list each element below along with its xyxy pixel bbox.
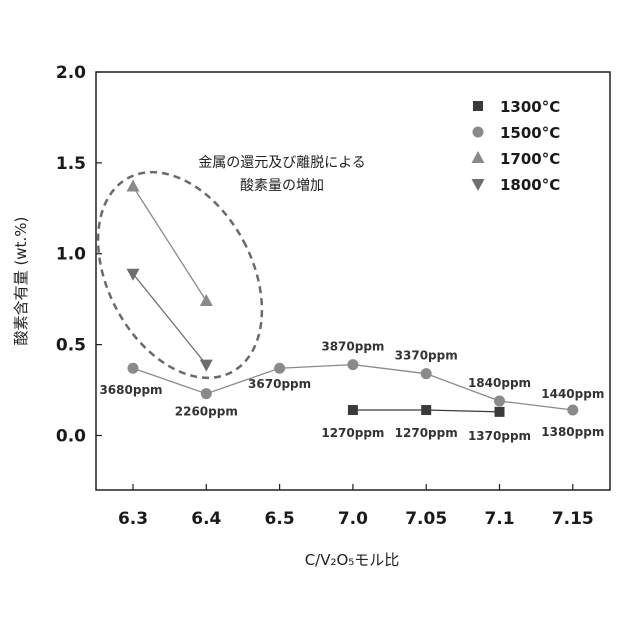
annotation-line-2: 酸素量の増加	[240, 178, 324, 194]
x-tick-label: 7.15	[552, 509, 594, 529]
x-tick-label: 6.4	[191, 509, 221, 529]
data-label: 1840ppm	[468, 376, 531, 390]
series-line	[133, 274, 206, 365]
data-label: 3670ppm	[248, 377, 311, 391]
x-axis-label: C/V₂O₅モル比	[305, 551, 400, 569]
legend-label: 1500°C	[500, 124, 560, 142]
x-tick-label: 7.05	[405, 509, 447, 529]
y-tick-label: 1.0	[56, 245, 86, 265]
data-label: 1270ppm	[395, 426, 458, 440]
legend-marker	[472, 151, 485, 163]
data-point	[421, 368, 432, 379]
data-point	[494, 395, 505, 406]
y-axis-label: 酸素含有量 (wt.%)	[12, 217, 30, 346]
data-label: 2260ppm	[175, 405, 238, 419]
data-label: 1270ppm	[321, 426, 384, 440]
annotation-line-1: 金属の還元及び離脱による	[198, 154, 366, 171]
data-point	[201, 388, 212, 399]
x-tick-label: 6.3	[118, 509, 148, 529]
y-tick-label: 1.5	[56, 154, 86, 174]
data-labels: 3680ppm 2260ppm 3670ppm 3870ppm 3370ppm 1840p…	[99, 340, 604, 443]
data-label: 3680ppm	[99, 383, 162, 397]
data-point	[495, 407, 505, 417]
data-point	[274, 363, 285, 374]
legend-label: 1700°C	[500, 150, 560, 168]
legend: 1300°C 1500°C 1700°C 1800°C	[472, 98, 561, 194]
y-axis-ticks: 2.0 1.5 1.0 0.5 0.0	[56, 63, 102, 446]
data-point	[200, 294, 213, 306]
data-point	[421, 405, 431, 415]
data-point	[567, 405, 578, 416]
legend-label: 1800°C	[500, 176, 560, 194]
data-point	[128, 363, 139, 374]
y-tick-label: 2.0	[56, 63, 86, 83]
x-tick-label: 6.5	[265, 509, 295, 529]
data-point	[348, 405, 358, 415]
legend-marker	[473, 127, 484, 138]
data-point	[200, 360, 213, 372]
data-label: 3370ppm	[395, 349, 458, 363]
data-point	[347, 359, 358, 370]
data-label: 1370ppm	[468, 429, 531, 443]
data-label: 1440ppm	[541, 387, 604, 401]
x-tick-label: 7.1	[484, 509, 514, 529]
legend-label: 1300°C	[500, 98, 560, 116]
x-tick-label: 7.0	[338, 509, 368, 529]
legend-marker	[472, 179, 485, 191]
data-label: 3870ppm	[321, 340, 384, 354]
data-point	[127, 179, 140, 191]
data-label: 1380ppm	[541, 425, 604, 439]
series-line	[133, 186, 206, 300]
y-tick-label: 0.5	[56, 336, 86, 356]
legend-marker	[473, 101, 483, 111]
y-tick-label: 0.0	[56, 426, 86, 446]
